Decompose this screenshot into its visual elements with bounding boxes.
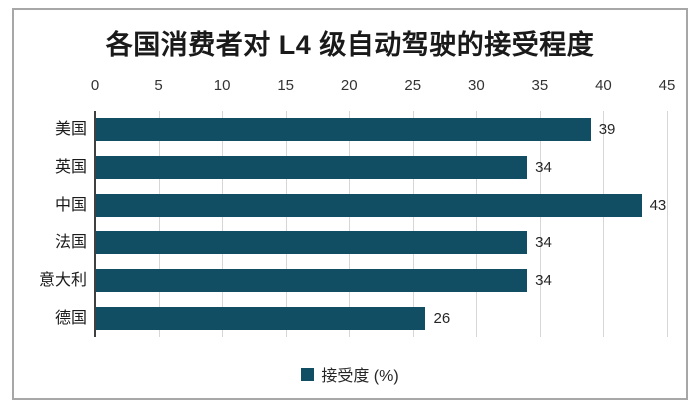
x-tick-label: 40	[595, 77, 612, 94]
bar	[95, 231, 528, 255]
bar-row: 美国 39	[55, 118, 667, 142]
bar-row: 英国 34	[55, 156, 667, 179]
gridline	[476, 111, 478, 337]
x-tick-label: 25	[404, 77, 422, 94]
category-label: 美国	[54, 121, 87, 139]
gridline	[539, 111, 541, 337]
bar	[95, 269, 528, 292]
legend: 接受度 (%)	[14, 362, 686, 386]
plot-area: 美国 39 英国 34 中国 43 法国 34 意大利 34 德国 26	[39, 111, 668, 337]
x-tick-label: 45	[658, 77, 676, 94]
x-tick-label: 0	[90, 77, 100, 94]
x-tick-label: 30	[467, 77, 485, 94]
bar-value-label: 43	[649, 196, 667, 214]
category-label: 英国	[54, 159, 87, 176]
bar-value-label: 26	[433, 309, 451, 327]
gridline	[158, 111, 160, 337]
gridline	[667, 111, 668, 337]
x-tick-label: 35	[531, 77, 549, 94]
gridline	[285, 111, 287, 337]
bar-row: 德国 26	[55, 306, 667, 330]
bar	[95, 118, 591, 142]
bar	[95, 306, 426, 330]
gridline	[349, 111, 351, 337]
gridline	[412, 111, 414, 337]
legend-swatch-icon	[301, 367, 315, 381]
bar-row: 中国 43	[55, 193, 667, 217]
gridline	[222, 111, 224, 337]
x-tick-label: 15	[277, 77, 294, 94]
bar	[95, 156, 528, 179]
bar-row: 法国 34	[55, 231, 667, 255]
gridline	[603, 111, 605, 337]
bar-value-label: 34	[535, 272, 552, 289]
category-label: 德国	[54, 309, 87, 327]
chart-frame: 各国消费者对 L4 级自动驾驶的接受程度 0 5 10 15 20 25 30 35 40 45 …	[12, 8, 688, 400]
legend-label: 接受度 (%)	[321, 368, 399, 385]
x-tick-label: 10	[213, 77, 231, 94]
category-label: 意大利	[38, 272, 87, 289]
chart-title: 各国消费者对 L4 级自动驾驶的接受程度	[105, 30, 595, 60]
x-tick-label: 20	[340, 77, 358, 94]
bar-value-label: 34	[535, 234, 552, 252]
bar-row: 意大利 34	[39, 269, 667, 292]
bar-value-label: 34	[535, 159, 552, 176]
bar	[95, 193, 642, 217]
category-label: 法国	[54, 234, 87, 252]
x-axis: 0 5 10 15 20 25 30 35 40 45	[91, 77, 676, 97]
category-label: 中国	[54, 196, 87, 214]
x-tick-label: 5	[154, 77, 163, 94]
bar-value-label: 39	[598, 121, 616, 139]
y-axis-line	[94, 111, 96, 337]
